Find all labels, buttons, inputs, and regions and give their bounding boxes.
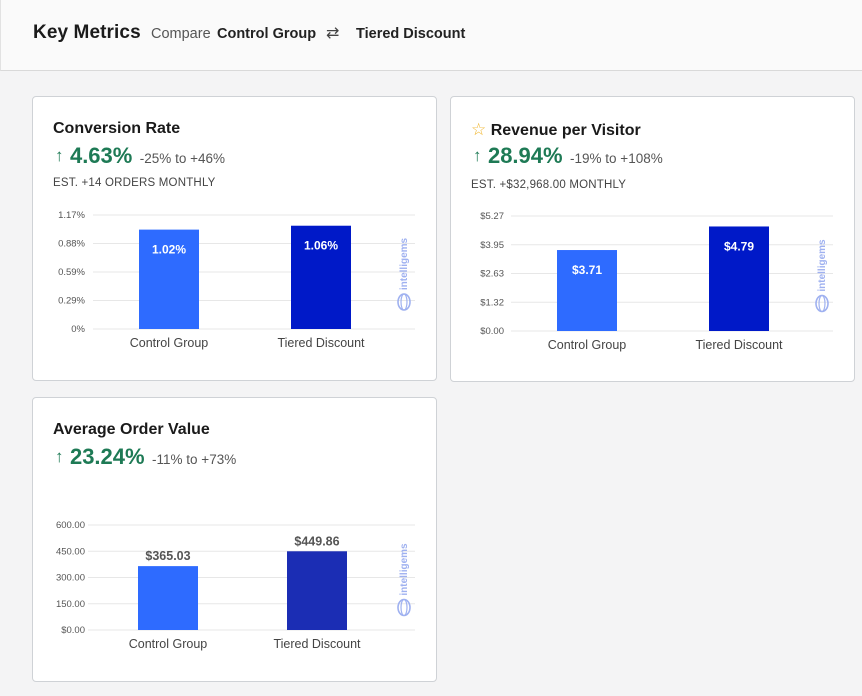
intelligems-watermark: intelligems [399,237,410,290]
y-tick-label: $5.27 [480,211,504,222]
x-category-label: Control Group [130,336,209,350]
average-order-value-chart: $0.00 150.00 300.00 450.00 600.00 $365.03 Cont… [56,520,415,651]
x-category-label: Tiered Discount [695,338,783,352]
intelligems-logo-icon [397,293,411,311]
arrow-up-icon: ↑ [55,447,64,466]
intelligems-logo-icon [815,294,829,313]
bar-tiered-discount[interactable] [287,551,347,630]
bar-value-label: $449.86 [294,534,339,548]
x-category-label: Control Group [129,637,208,651]
y-tick-label: $0.00 [480,326,504,337]
lift-value: 28.94% [487,143,563,168]
metric-lift-row: ↑ 23.24% -11% to +73% [55,444,236,470]
card-title: Revenue per Visitor [490,122,641,139]
lift-value: 23.24% [69,444,145,469]
metric-lift-row: ↑ 4.63% -25% to +46% [55,143,225,169]
y-tick-label: $0.00 [61,625,85,636]
conversion-rate-card: Conversion Rate ↑ 4.63% -25% to +46% EST… [32,96,437,381]
swap-icon[interactable]: ⇄ [326,25,340,42]
y-tick-label: 150.00 [56,599,85,610]
y-tick-label: 0.88% [58,239,85,250]
intelligems-logo-icon-inner [818,294,826,313]
revenue-per-visitor-card: ☆ Revenue per Visitor ↑ 28.94% -19% to +… [450,96,855,382]
confidence-range: -11% to +73% [152,452,237,467]
intelligems-watermark: intelligems [399,543,410,596]
metrics-header: Key Metrics Compare Control Group ⇄ Tier… [0,0,862,71]
intelligems-watermark: intelligems [817,239,828,292]
x-category-label: Tiered Discount [273,637,361,651]
compare-label: Compare [151,26,211,42]
page-title: Key Metrics [33,22,141,43]
y-tick-label: 450.00 [56,546,85,557]
x-category-label: Tiered Discount [277,336,365,350]
y-tick-label: $1.32 [480,297,504,308]
bar-tiered-discount[interactable] [291,225,351,329]
confidence-range: -19% to +108% [570,151,663,166]
conversion-rate-chart: 0% 0.29% 0.59% 0.88% 1.17% 1.02% Control Group… [58,210,415,350]
y-tick-label: $3.95 [480,240,504,251]
y-tick-label: 600.00 [56,520,85,531]
intelligems-logo-icon-inner [400,598,408,617]
y-tick-label: 0.29% [58,296,85,307]
estimate-text: EST. +$32,968.00 MONTHLY [471,179,627,191]
revenue-per-visitor-chart: $0.00 $1.32 $2.63 $3.95 $5.27 $3.71 Control Gr… [480,211,833,352]
intelligems-logo-icon-inner [400,293,408,311]
x-category-label: Control Group [548,338,627,352]
card-title-row: ☆ Revenue per Visitor [471,120,641,140]
card-title: Average Order Value [53,421,210,438]
lift-value: 4.63% [69,143,133,168]
arrow-up-icon: ↑ [55,146,64,165]
bar-value-label: $365.03 [145,549,190,563]
bar-tiered-discount[interactable] [709,226,769,331]
y-tick-label: 0% [71,324,85,335]
card-title: Conversion Rate [53,120,181,137]
compare-group-b[interactable]: Tiered Discount [356,26,466,42]
intelligems-logo-icon [397,598,411,617]
bar-value-label: $3.71 [572,263,602,277]
compare-group-a[interactable]: Control Group [217,26,317,42]
bar-control-group[interactable] [139,229,199,329]
y-tick-label: 300.00 [56,573,85,584]
confidence-range: -25% to +46% [139,151,225,166]
arrow-up-icon: ↑ [473,146,482,165]
bar-value-label: 1.02% [152,243,186,257]
bar-value-label: 1.06% [304,239,338,253]
average-order-value-card: Average Order Value ↑ 23.24% -11% to +73… [32,397,437,682]
metric-lift-row: ↑ 28.94% -19% to +108% [473,143,663,169]
bar-control-group[interactable] [138,566,198,630]
y-tick-label: $2.63 [480,269,504,280]
y-tick-label: 0.59% [58,267,85,278]
star-icon[interactable]: ☆ [471,120,487,139]
y-tick-label: 1.17% [58,210,85,221]
estimate-text: EST. +14 ORDERS MONTHLY [53,177,216,189]
bar-value-label: $4.79 [724,239,754,253]
bar-control-group[interactable] [557,250,617,331]
